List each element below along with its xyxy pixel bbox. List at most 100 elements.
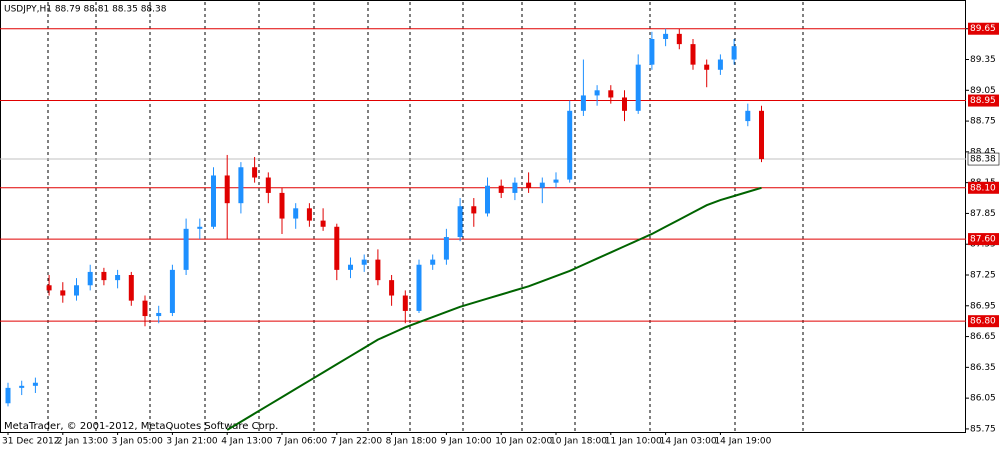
candle-body <box>759 110 764 160</box>
candle-body <box>60 290 66 296</box>
x-tick-label: 2 Jan 13:00 <box>57 437 109 447</box>
y-tick-label: 87.85 <box>970 209 996 219</box>
candle-body <box>46 285 52 291</box>
candle-body <box>293 208 299 219</box>
candle-body <box>348 264 353 270</box>
candle-body <box>306 208 312 221</box>
y-tick-label: 86.35 <box>970 363 996 373</box>
candle-body <box>704 64 710 70</box>
x-tick-label: 4 Jan 13:00 <box>221 437 273 447</box>
candle-body <box>526 182 532 188</box>
candle-body <box>471 206 477 214</box>
candle-body <box>211 175 216 227</box>
x-tick-label: 3 Jan 05:00 <box>112 437 164 447</box>
x-tick-label: 3 Jan 21:00 <box>166 437 218 447</box>
candle-body <box>608 90 614 98</box>
candle-body <box>498 185 504 193</box>
candle-body <box>375 259 381 281</box>
candle-body <box>635 64 641 111</box>
candle-body <box>197 226 203 229</box>
candle-body <box>252 167 258 178</box>
candle-body <box>320 220 326 227</box>
level-label: 88.95 <box>970 96 996 106</box>
x-tick-label: 8 Jan 18:00 <box>386 437 438 447</box>
candle-body <box>717 59 723 70</box>
candle-body <box>512 182 518 193</box>
y-tick-label: 88.75 <box>970 117 996 127</box>
candle-body <box>74 285 79 296</box>
candle-body <box>361 259 367 265</box>
copyright: MetaTrader, © 2001-2012, MetaQuotes Soft… <box>4 421 278 432</box>
candle-body <box>142 300 148 317</box>
current-price-box <box>967 152 1000 166</box>
candle-body <box>676 33 682 45</box>
candle-body <box>553 179 559 183</box>
level-label: 86.80 <box>970 317 996 327</box>
candle-body <box>594 90 600 96</box>
candle-body <box>457 206 463 238</box>
candle-body <box>622 97 627 111</box>
candle-body <box>5 387 11 404</box>
y-tick-label: 86.05 <box>970 394 996 404</box>
level-label-box <box>968 315 999 328</box>
level-label: 88.10 <box>970 183 996 193</box>
candle-body <box>389 280 395 296</box>
candle-body <box>128 275 134 301</box>
y-tick-label: 87.25 <box>970 271 996 281</box>
x-tick-label: 14 Jan 03:00 <box>660 437 717 447</box>
level-label-box <box>968 233 999 246</box>
candle-body <box>745 110 751 122</box>
x-tick-label: 14 Jan 19:00 <box>714 437 771 447</box>
candle-body <box>649 38 655 65</box>
y-tick-label: 88.45 <box>970 147 996 157</box>
x-tick-label: 10 Jan 02:00 <box>495 437 552 447</box>
candle-body <box>265 177 271 193</box>
candle-body <box>169 269 175 313</box>
current-price-label: 88.38 <box>970 155 996 165</box>
level-label: 89.65 <box>970 24 996 34</box>
y-tick-label: 85.75 <box>970 424 996 434</box>
candle-body <box>19 385 25 388</box>
candle-body <box>430 259 436 265</box>
level-label-box <box>968 181 999 194</box>
y-tick-label: 86.95 <box>970 301 996 311</box>
candle-body <box>580 95 586 111</box>
candle-body <box>101 271 107 281</box>
x-tick-label: 7 Jan 22:00 <box>331 437 383 447</box>
candle-body <box>115 275 121 281</box>
moving-average <box>226 186 762 431</box>
x-tick-label: 31 Dec 2012 <box>2 437 60 447</box>
candle-body <box>334 226 340 270</box>
y-tick-label: 89.35 <box>970 55 996 65</box>
y-tick-label: 86.65 <box>970 332 996 342</box>
x-tick-label: 7 Jan 06:00 <box>276 437 328 447</box>
candle-body <box>731 46 737 60</box>
candle-body <box>567 110 573 180</box>
y-tick-label: 89.05 <box>970 86 996 96</box>
x-tick-label: 10 Jan 18:00 <box>550 437 607 447</box>
candle-body <box>402 295 408 311</box>
candle-body <box>156 312 162 317</box>
candle-body <box>416 264 422 311</box>
candle-body <box>183 228 189 270</box>
candle-body <box>279 192 285 219</box>
level-label-box <box>968 94 999 107</box>
candle-body <box>485 185 490 214</box>
plot-frame <box>0 0 966 433</box>
candle-body <box>224 175 230 204</box>
x-tick-label: 9 Jan 10:00 <box>440 437 492 447</box>
level-label: 87.60 <box>970 235 996 245</box>
x-tick-label: 11 Jan 10:00 <box>605 437 662 447</box>
candle-body <box>539 182 545 188</box>
candle-body <box>87 271 93 286</box>
level-label-box <box>968 22 999 35</box>
candle-body <box>32 382 38 386</box>
candle-body <box>663 33 669 39</box>
candle-body <box>443 237 449 260</box>
chart-header: USDJPY,H1 88.79 88.81 88.35 88.38 <box>4 5 167 15</box>
candle-body <box>238 167 244 204</box>
candle-body <box>690 44 696 65</box>
